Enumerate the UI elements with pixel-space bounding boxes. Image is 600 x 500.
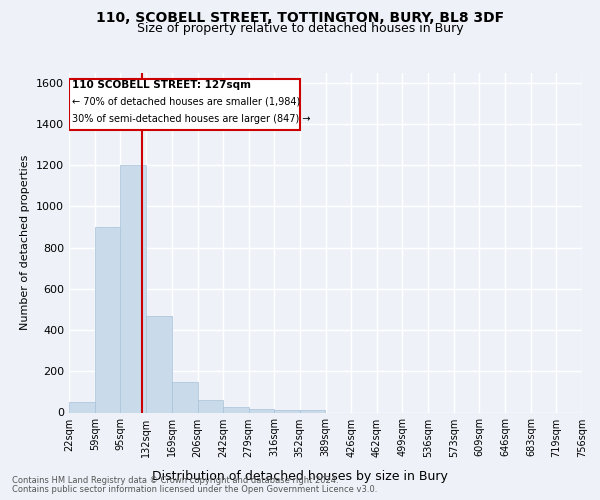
Bar (146, 316, 172, 412)
Text: Contains public sector information licensed under the Open Government Licence v3: Contains public sector information licen… (12, 485, 377, 494)
Bar (172, 382, 197, 412)
Bar (120, 165, 146, 412)
Y-axis label: Number of detached properties: Number of detached properties (20, 155, 31, 330)
FancyBboxPatch shape (69, 78, 299, 130)
Text: Contains HM Land Registry data © Crown copyright and database right 2024.: Contains HM Land Registry data © Crown c… (12, 476, 338, 485)
Text: 110 SCOBELL STREET: 127sqm: 110 SCOBELL STREET: 127sqm (72, 80, 251, 90)
Text: ← 70% of detached houses are smaller (1,984): ← 70% of detached houses are smaller (1,… (72, 96, 300, 106)
Text: Distribution of detached houses by size in Bury: Distribution of detached houses by size … (152, 470, 448, 483)
Bar (223, 408, 248, 412)
Bar (274, 410, 301, 412)
Bar (95, 227, 121, 412)
Bar (299, 410, 325, 412)
Bar (197, 400, 223, 412)
Text: 110, SCOBELL STREET, TOTTINGTON, BURY, BL8 3DF: 110, SCOBELL STREET, TOTTINGTON, BURY, B… (96, 11, 504, 25)
Text: Size of property relative to detached houses in Bury: Size of property relative to detached ho… (137, 22, 463, 35)
Bar (69, 402, 95, 412)
Text: 30% of semi-detached houses are larger (847) →: 30% of semi-detached houses are larger (… (72, 114, 310, 124)
Bar (248, 410, 274, 412)
